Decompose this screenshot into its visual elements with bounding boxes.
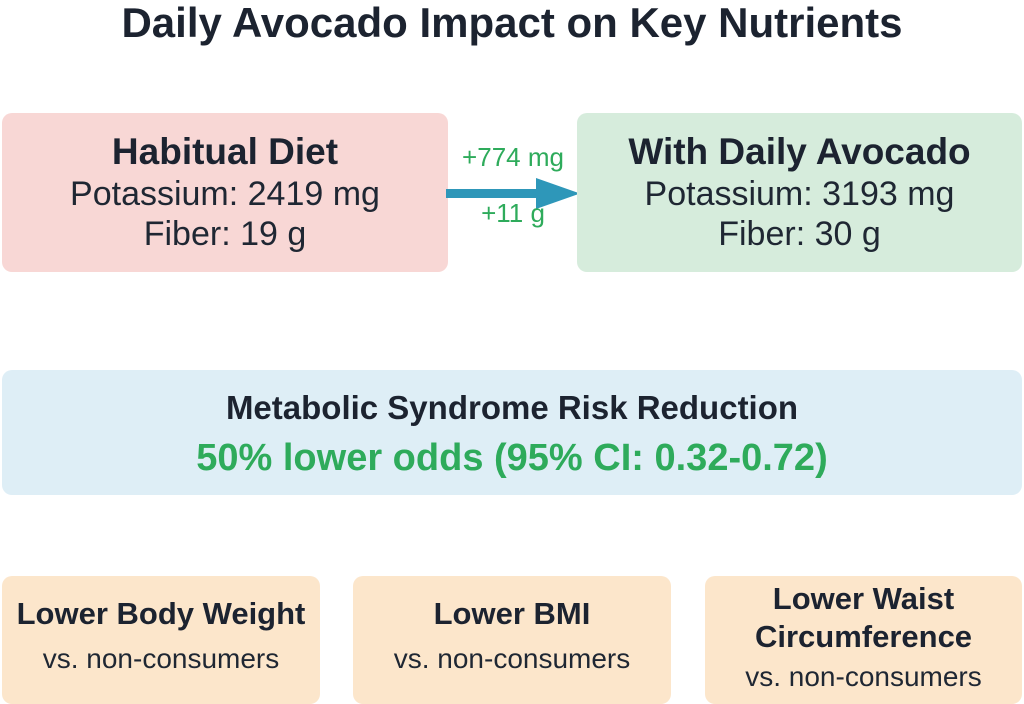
outcome-card-waist: Lower Waist Circumference vs. non-consum…: [705, 576, 1022, 704]
daily-avocado-heading: With Daily Avocado: [628, 131, 971, 172]
avocado-potassium: Potassium: 3193 mg: [644, 175, 955, 213]
risk-reduction-heading: Metabolic Syndrome Risk Reduction: [225, 389, 799, 426]
diagram-title: Daily Avocado Impact on Key Nutrients: [121, 0, 903, 46]
risk-reduction-value: 50% lower odds (95% CI: 0.32-0.72): [196, 437, 828, 479]
habitual-fiber: Fiber: 19 g: [143, 215, 307, 253]
fiber-increase-label: +11 g: [481, 198, 545, 228]
outcome-comparison: vs. non-consumers: [745, 661, 982, 692]
risk-reduction-box: Metabolic Syndrome Risk Reduction 50% lo…: [2, 370, 1022, 495]
outcome-comparison: vs. non-consumers: [393, 643, 631, 674]
outcome-heading: Lower Waist Circumference: [754, 581, 973, 654]
outcome-card-body-weight: Lower Body Weight vs. non-consumers: [2, 576, 320, 704]
habitual-diet-heading: Habitual Diet: [111, 131, 339, 172]
right-arrow-icon: [446, 178, 580, 209]
outcome-card-bmi: Lower BMI vs. non-consumers: [353, 576, 671, 704]
avocado-fiber: Fiber: 30 g: [718, 215, 881, 253]
outcome-heading: Lower BMI: [433, 596, 591, 631]
outcome-comparison: vs. non-consumers: [42, 643, 280, 674]
daily-avocado-box: With Daily Avocado Potassium: 3193 mg Fi…: [577, 113, 1022, 272]
potassium-increase-label: +774 mg: [462, 142, 564, 172]
habitual-diet-box: Habitual Diet Potassium: 2419 mg Fiber: …: [2, 113, 448, 272]
outcome-heading: Lower Body Weight: [16, 596, 306, 631]
habitual-potassium: Potassium: 2419 mg: [70, 175, 380, 213]
